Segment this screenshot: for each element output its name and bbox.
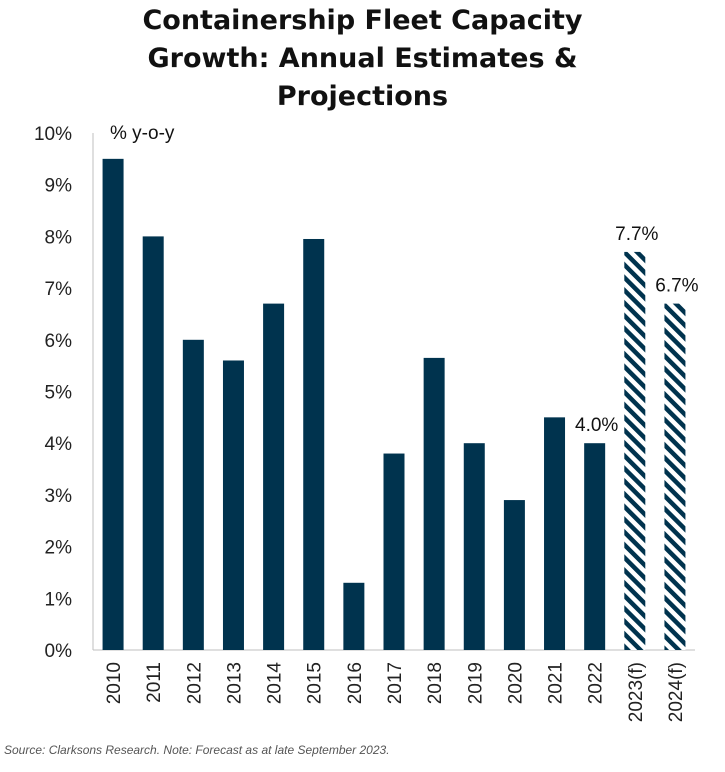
y-tick-label: 2% xyxy=(45,538,73,559)
x-tick-label: 2014 xyxy=(265,662,286,705)
x-tick-label: 2017 xyxy=(385,662,406,704)
x-tick-label: 2016 xyxy=(345,662,366,704)
x-tick-label: 2024(f) xyxy=(666,662,687,722)
y-tick-label: 1% xyxy=(45,589,73,610)
bar xyxy=(383,453,405,650)
x-tick-label: 2020 xyxy=(505,662,526,704)
data-label: 6.7% xyxy=(655,276,698,297)
y-tick-label: 7% xyxy=(45,279,73,300)
bar xyxy=(182,339,204,650)
chart-title-line-3: Projections xyxy=(276,81,449,112)
x-tick-label: 2023(f) xyxy=(626,662,647,722)
chart-title-line-1: Containership Fleet Capacity xyxy=(142,5,583,36)
bar xyxy=(343,582,365,650)
y-axis-ticks: 0% 1% 2% 3% 4% 5% 6% 7% 8% 9% 10% xyxy=(34,124,72,662)
x-tick-label: 2011 xyxy=(144,662,165,703)
chart-title: Containership Fleet Capacity Growth: Ann… xyxy=(0,2,725,116)
bar xyxy=(222,360,244,650)
x-axis-ticks: 2010 2011 2012 2013 2014 2015 2016 2017 2018 2019… xyxy=(104,662,687,723)
y-tick-label: 3% xyxy=(45,486,73,507)
y-tick-label: 10% xyxy=(34,124,72,145)
bar xyxy=(544,417,566,650)
bars xyxy=(102,158,686,651)
y-tick-label: 8% xyxy=(45,227,73,248)
data-labels: 4.0% 7.7% 6.7% xyxy=(575,224,699,436)
bar xyxy=(584,443,606,650)
y-tick-label: 4% xyxy=(45,434,73,455)
bar xyxy=(503,500,525,650)
x-tick-label: 2018 xyxy=(425,662,446,704)
bar xyxy=(263,303,285,650)
unit-label: % y-o-y xyxy=(110,123,175,144)
bar xyxy=(102,158,124,650)
y-tick-label: 0% xyxy=(45,641,73,662)
x-tick-label: 2015 xyxy=(305,662,326,704)
bar xyxy=(303,238,325,651)
data-label: 4.0% xyxy=(575,415,618,436)
bar xyxy=(463,443,485,650)
x-tick-label: 2022 xyxy=(586,662,607,704)
x-tick-label: 2013 xyxy=(224,662,245,704)
chart-title-line-2: Growth: Annual Estimates & xyxy=(147,43,578,74)
x-tick-label: 2010 xyxy=(104,662,125,704)
data-label: 7.7% xyxy=(615,224,658,245)
x-tick-label: 2021 xyxy=(546,662,567,704)
x-tick-label: 2012 xyxy=(184,662,205,704)
forecast-bar xyxy=(624,251,646,650)
bar xyxy=(423,357,445,650)
y-tick-label: 9% xyxy=(45,176,73,197)
y-tick-label: 6% xyxy=(45,331,73,352)
forecast-bar xyxy=(664,303,686,650)
bar xyxy=(142,236,164,650)
y-tick-label: 5% xyxy=(45,383,73,404)
x-tick-label: 2019 xyxy=(465,662,486,704)
source-note: Source: Clarksons Research. Note: Foreca… xyxy=(4,743,390,757)
